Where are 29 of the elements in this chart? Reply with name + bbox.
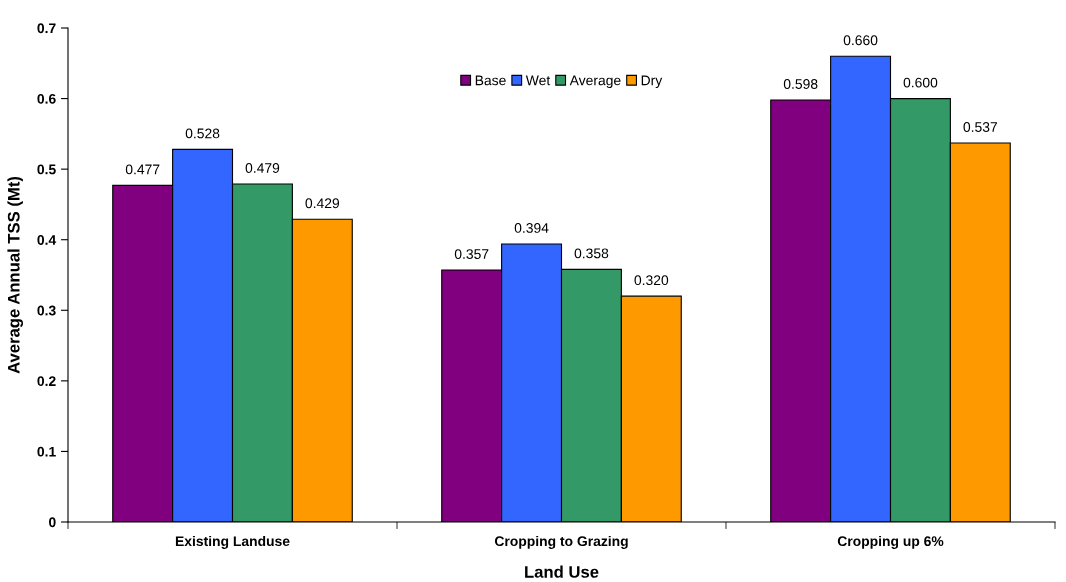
y-tick-label: 0.6 <box>37 93 56 104</box>
data-label: 0.477 <box>125 164 160 175</box>
data-label: 0.537 <box>963 122 997 132</box>
y-tick-label: 0 <box>49 517 56 528</box>
y-axis-title: Average Annual TSS (Mt) <box>7 176 23 374</box>
x-axis-title: Land Use <box>525 565 599 578</box>
y-tick-label: 0.4 <box>37 235 57 245</box>
data-label: 0.429 <box>305 198 340 209</box>
legend-label: Average <box>569 75 621 89</box>
y-tick-label: 0.3 <box>37 305 56 316</box>
data-label: 0.528 <box>185 128 220 139</box>
data-label: 0.598 <box>783 79 818 89</box>
data-label: 0.600 <box>903 77 938 88</box>
legend-label: Dry <box>641 75 663 89</box>
x-tick-label: Cropping to Grazing <box>494 535 628 549</box>
data-label: 0.660 <box>843 35 878 46</box>
x-tick-label: Existing Landuse <box>175 535 290 549</box>
y-tick-label: 0.5 <box>37 164 56 175</box>
y-tick-label: 0.2 <box>37 376 56 387</box>
y-tick-label: 0.1 <box>37 446 56 457</box>
data-label: 0.479 <box>245 163 280 173</box>
y-tick-label: 0.7 <box>37 23 56 34</box>
data-label: 0.320 <box>634 275 669 286</box>
data-label: 0.357 <box>454 249 489 259</box>
x-tick-label: Cropping up 6% <box>837 535 944 549</box>
data-label: 0.358 <box>574 248 609 259</box>
data-label: 0.394 <box>514 223 549 233</box>
legend-label: Wet <box>525 75 551 86</box>
legend-label: Base <box>475 75 506 86</box>
